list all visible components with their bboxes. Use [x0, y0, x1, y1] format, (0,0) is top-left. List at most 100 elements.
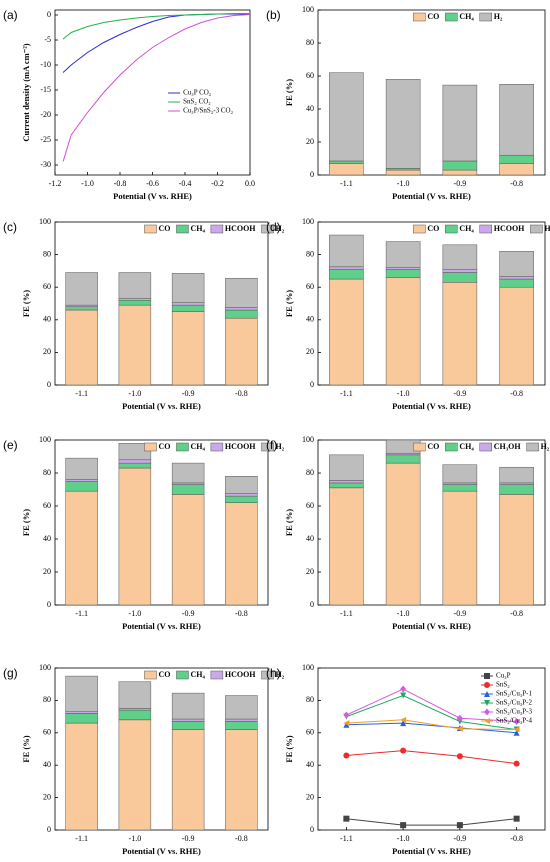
legend-label: CO [427, 442, 439, 451]
legend-swatch [210, 224, 224, 234]
x-tick-label: -0.6 [146, 179, 159, 188]
legend-swatch [413, 12, 426, 22]
bar-segment [385, 79, 421, 169]
bar-segment [118, 443, 152, 461]
x-tick-label: -1.2 [49, 179, 62, 188]
marker [484, 718, 490, 724]
bar-segment [329, 480, 364, 484]
panel-label: (b) [266, 8, 281, 22]
line [346, 694, 517, 731]
marker [513, 726, 520, 733]
bar-segment [225, 721, 258, 730]
legend-swatch [479, 224, 492, 234]
legend-swatch [176, 442, 189, 452]
bar-segment [118, 459, 152, 464]
y-tick-label: 80 [306, 249, 314, 258]
y-tick-label: 80 [306, 695, 314, 704]
bar-segment [171, 494, 205, 606]
legend-label: SnS₂ CO₂ [183, 98, 211, 106]
line [62, 13, 250, 73]
y-tick-label: 40 [43, 534, 51, 543]
bar-segment [171, 311, 205, 386]
y-tick-label: 40 [306, 104, 314, 113]
bar-segment [499, 278, 534, 288]
bar-segment [329, 160, 364, 164]
bar-segment [442, 160, 478, 171]
bar-segment [65, 713, 98, 724]
bar-segment [442, 244, 478, 270]
plot-frame [317, 439, 546, 606]
bar-segment [225, 729, 258, 831]
bar-segment [65, 675, 98, 712]
marker [484, 691, 490, 697]
legend-label: SnS₂/Cu₃P-1 [496, 690, 533, 698]
bar-segment [118, 299, 152, 306]
x-axis-title: Potential (V vs. RHE) [122, 621, 201, 631]
marker [456, 725, 463, 732]
bar-segment [65, 481, 98, 492]
legend-label: HCOOH [225, 442, 256, 451]
y-tick-label: 0 [310, 600, 314, 609]
legend-label: SnS₂/Cu₃P-3 [496, 708, 533, 716]
bar-segment [329, 278, 364, 386]
marker [343, 752, 350, 759]
y-tick-label: 20 [306, 137, 314, 146]
marker [343, 711, 350, 719]
legend-label: CO [427, 12, 439, 21]
bar-segment [171, 462, 205, 484]
x-tick-label: 0.0 [245, 179, 255, 188]
y-tick-label: 20 [43, 347, 51, 356]
legend-label: CH₄ [459, 12, 474, 21]
y-tick-label: 60 [306, 728, 314, 737]
x-tick-label: -1.1 [340, 389, 353, 398]
x-tick-label: -1.1 [340, 834, 353, 843]
x-tick-label: -0.8 [510, 389, 523, 398]
legend-label: CH₄ [459, 442, 474, 451]
bar-segment [225, 718, 258, 722]
bar-segment [442, 169, 478, 176]
bar-segment [118, 681, 152, 709]
panel-label: (a) [3, 8, 18, 22]
y-axis-title: FE (%) [284, 290, 294, 317]
bar-segment [442, 272, 478, 283]
legend-swatch [210, 442, 224, 452]
y-tick-label: 0 [310, 380, 314, 389]
marker [513, 815, 520, 822]
x-tick-label: -1.0 [397, 389, 410, 398]
x-tick-label: -0.8 [235, 609, 248, 618]
marker [484, 682, 490, 688]
legend-swatch [144, 224, 157, 234]
x-tick-label: -0.9 [182, 609, 195, 618]
y-tick-label: -10 [40, 60, 51, 69]
plot-frame [54, 9, 251, 176]
x-axis-title: Potential (V vs. RHE) [122, 401, 201, 411]
marker [484, 673, 490, 679]
y-axis-title: FE (%) [21, 509, 31, 536]
bar-segment [171, 692, 205, 720]
legend-swatch [445, 224, 458, 234]
panel-label: (c) [3, 220, 17, 234]
legend-label: CO [158, 442, 170, 451]
y-tick-label: 100 [39, 217, 51, 226]
legend-swatch [445, 442, 458, 452]
bar-segment [499, 484, 534, 495]
legend-swatch [261, 442, 274, 452]
bar-segment [225, 502, 258, 606]
bar-segment [171, 729, 205, 831]
marker [400, 692, 407, 699]
marker [513, 729, 520, 736]
legend-label: CO [427, 224, 439, 233]
x-axis-title: Potential (V vs. RHE) [392, 621, 471, 631]
bar-segment [118, 719, 152, 831]
legend-swatch [176, 670, 189, 680]
plot-frame [317, 9, 546, 176]
x-tick-label: -0.8 [510, 179, 523, 188]
y-tick-label: 60 [43, 728, 51, 737]
legend-swatch [210, 670, 224, 680]
y-tick-label: -25 [40, 135, 51, 144]
y-axis-title: FE (%) [21, 735, 31, 762]
bar-segment [65, 490, 98, 606]
bar-segment [65, 272, 98, 306]
